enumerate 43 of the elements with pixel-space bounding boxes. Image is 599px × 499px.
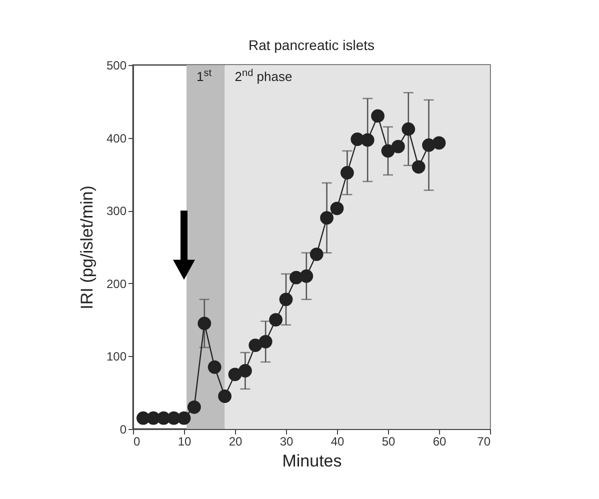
- point: [279, 292, 293, 306]
- x-tick-label: 20: [228, 434, 242, 448]
- band-label: 1$^{st}$: [196, 68, 212, 84]
- point: [258, 334, 272, 348]
- point: [228, 368, 242, 382]
- point: [218, 390, 232, 403]
- point: [402, 122, 416, 136]
- y-tick-label: 400: [106, 131, 127, 146]
- point: [177, 411, 191, 425]
- point: [188, 400, 201, 414]
- point: [340, 166, 354, 180]
- point: [300, 269, 314, 283]
- y-tick-label: 0: [120, 422, 127, 436]
- x-tick-label: 70: [477, 434, 491, 448]
- x-tick-label: 10: [178, 434, 192, 448]
- y-tick-label: 100: [106, 350, 127, 364]
- y-tick-label: 300: [106, 204, 127, 218]
- y-tick-label: 200: [106, 276, 127, 291]
- point: [412, 160, 426, 174]
- x-tick-label: 30: [280, 434, 294, 448]
- point: [238, 364, 252, 378]
- point: [198, 316, 212, 330]
- point: [269, 313, 282, 326]
- point: [392, 140, 405, 154]
- point: [320, 211, 334, 225]
- x-tick-label: 60: [432, 434, 446, 448]
- x-tick-label: 40: [330, 434, 344, 448]
- chart-title: Rat pancreatic islets: [248, 37, 375, 53]
- x-tick-label: 50: [382, 434, 396, 448]
- point: [330, 202, 344, 216]
- x-tick-label: 0: [134, 434, 140, 448]
- point: [248, 338, 262, 352]
- point: [208, 360, 222, 374]
- band-label: 2$^{nd}$ phase: [234, 68, 292, 84]
- point: [432, 136, 446, 150]
- point: [360, 133, 374, 147]
- y-axis-title: IRI (pg/islet/min): [77, 186, 96, 310]
- point: [310, 248, 324, 261]
- point: [422, 138, 436, 152]
- x-axis-title: Minutes: [282, 452, 342, 470]
- point: [371, 109, 384, 123]
- point: [381, 144, 395, 158]
- y-tick-label: 500: [106, 58, 127, 72]
